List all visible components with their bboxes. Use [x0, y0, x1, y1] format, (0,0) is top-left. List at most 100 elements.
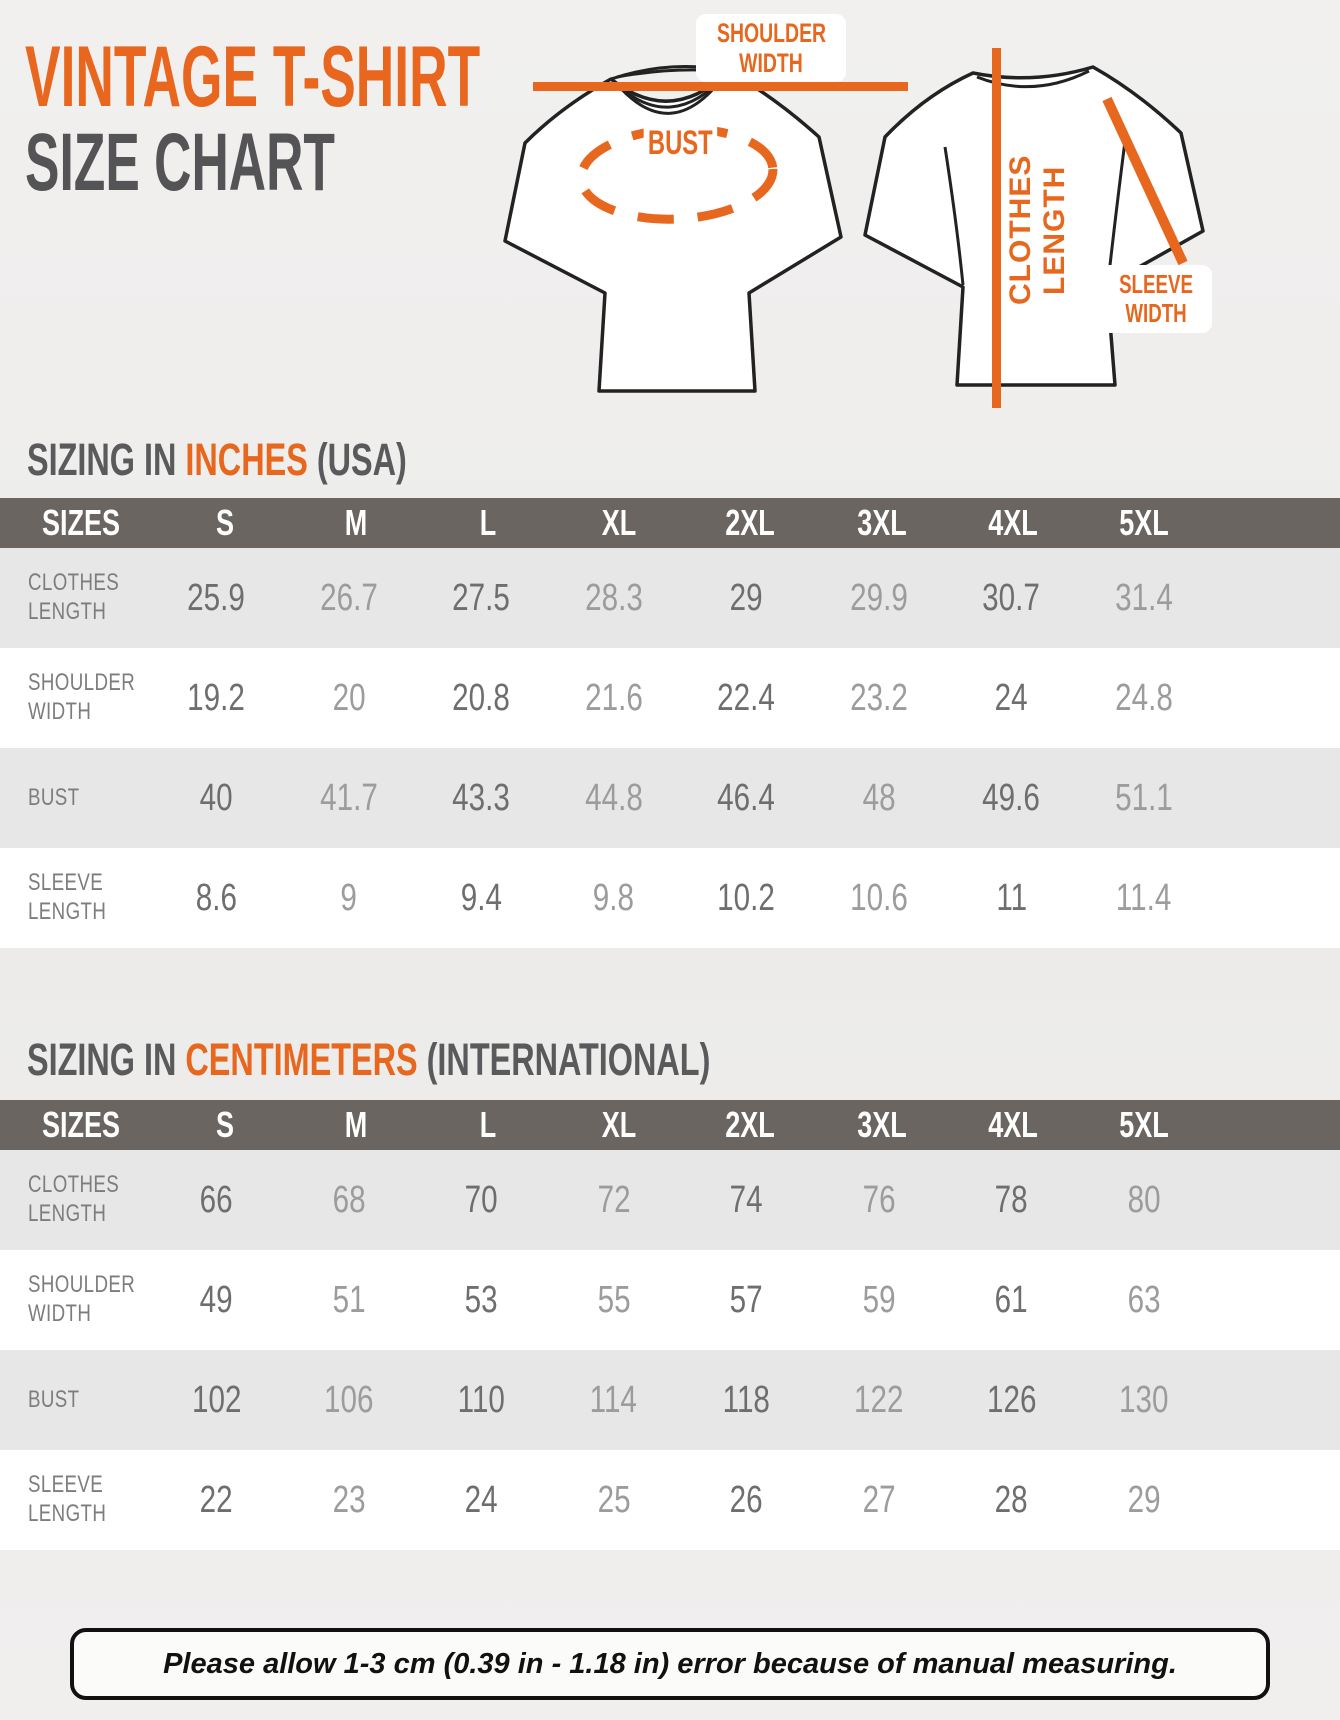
table-cell: 19.2 — [187, 676, 246, 719]
clothes-length-line — [992, 48, 1001, 408]
table-row-shoulder-width: SHOULDER WIDTH 19.2 20 20.8 21.6 22.4 23.2 24 24… — [0, 648, 1340, 748]
table-cell: 122 — [854, 1378, 904, 1421]
column-header-xl: XL — [601, 1104, 637, 1145]
table-cell: 74 — [729, 1178, 763, 1221]
row-label: CLOTHES LENGTH — [28, 569, 120, 625]
table-cell: 25.9 — [187, 576, 246, 619]
table-cell: 41.7 — [319, 776, 378, 819]
sleeve-width-line — [1102, 96, 1188, 266]
table-cell: 44.8 — [584, 776, 643, 819]
table-header-row: SIZES S M L XL 2XL 3XL 4XL 5XL — [0, 498, 1340, 548]
table-cell: 8.6 — [195, 876, 237, 919]
front-tshirt-outline — [503, 69, 843, 393]
back-tshirt-outline — [863, 65, 1205, 387]
table-row-sleeve-length: SLEEVE LENGTH 22 23 24 25 26 27 28 29 — [0, 1450, 1340, 1550]
table-cell: 40 — [199, 776, 233, 819]
table-cell: 24 — [994, 676, 1028, 719]
column-header-m: M — [345, 1104, 368, 1145]
table-row-clothes-length: CLOTHES LENGTH 25.9 26.7 27.5 28.3 29 29.9 30.7… — [0, 548, 1340, 648]
bust-label: BUST — [628, 124, 728, 163]
table-cell: 28.3 — [584, 576, 643, 619]
table-cell: 23 — [332, 1478, 366, 1521]
table-cell: 51.1 — [1114, 776, 1173, 819]
shoulder-width-label: SHOULDER WIDTH — [696, 14, 846, 82]
section-heading-centimeters: SIZING IN CENTIMETERS (INTERNATIONAL) — [27, 1034, 711, 1085]
table-cell: 31.4 — [1114, 576, 1173, 619]
table-cell: 118 — [722, 1378, 770, 1421]
table-cell: 80 — [1127, 1178, 1161, 1221]
row-label: SHOULDER WIDTH — [28, 1271, 136, 1327]
table-cell: 43.3 — [452, 776, 511, 819]
table-cell: 29 — [729, 576, 763, 619]
column-header-3xl: 3XL — [856, 502, 907, 543]
table-header-row: SIZES S M L XL 2XL 3XL 4XL 5XL — [0, 1100, 1340, 1150]
table-cell: 24.8 — [1114, 676, 1173, 719]
row-label: BUST — [28, 1385, 80, 1413]
table-cell: 21.6 — [584, 676, 643, 719]
table-cell: 27 — [862, 1478, 896, 1521]
column-header-5xl: 5XL — [1119, 502, 1170, 543]
page-subtitle: SIZE CHART — [25, 117, 335, 208]
column-header-s: S — [215, 502, 234, 543]
column-header-4xl: 4XL — [988, 502, 1038, 543]
page-title: VINTAGE T-SHIRT — [25, 29, 481, 125]
table-row-shoulder-width: SHOULDER WIDTH 49 51 53 55 57 59 61 63 — [0, 1250, 1340, 1350]
table-cell: 25 — [597, 1478, 631, 1521]
bust-ellipse — [576, 124, 778, 224]
row-label: SLEEVE LENGTH — [28, 869, 107, 925]
sleeve-width-label: SLEEVE WIDTH — [1100, 265, 1212, 333]
table-cell: 130 — [1119, 1378, 1169, 1421]
table-cell: 29 — [1127, 1478, 1161, 1521]
table-cell: 55 — [597, 1278, 631, 1321]
table-cell: 63 — [1127, 1278, 1161, 1321]
table-cell: 110 — [457, 1378, 505, 1421]
column-header-2xl: 2XL — [725, 502, 776, 543]
row-label: SLEEVE LENGTH — [28, 1471, 107, 1527]
table-cell: 26.7 — [319, 576, 378, 619]
table-cell: 76 — [862, 1178, 896, 1221]
table-cell: 78 — [994, 1178, 1028, 1221]
table-cell: 11.4 — [1115, 876, 1172, 919]
table-cell: 68 — [332, 1178, 366, 1221]
table-cell: 22 — [199, 1478, 233, 1521]
table-cell: 11 — [995, 876, 1027, 919]
table-cell: 70 — [464, 1178, 498, 1221]
measuring-error-note: Please allow 1-3 cm (0.39 in - 1.18 in) … — [70, 1628, 1270, 1700]
table-cell: 24 — [464, 1478, 498, 1521]
clothes-length-label: CLOTHES LENGTH — [1004, 154, 1071, 306]
table-cell: 61 — [994, 1278, 1028, 1321]
column-header-s: S — [215, 1104, 234, 1145]
tshirt-diagram — [503, 48, 1205, 408]
table-cell: 114 — [590, 1378, 638, 1421]
table-cell: 23.2 — [849, 676, 908, 719]
column-header-4xl: 4XL — [988, 1104, 1038, 1145]
table-cell: 9.4 — [460, 876, 502, 919]
table-cell: 46.4 — [717, 776, 776, 819]
table-cell: 48 — [862, 776, 896, 819]
table-cell: 66 — [199, 1178, 233, 1221]
table-row-bust: BUST 40 41.7 43.3 44.8 46.4 48 49.6 51.1 — [0, 748, 1340, 848]
table-cell: 72 — [597, 1178, 631, 1221]
table-cell: 30.7 — [982, 576, 1041, 619]
column-header-xl: XL — [601, 502, 637, 543]
table-cell: 20.8 — [452, 676, 511, 719]
column-header-l: L — [479, 502, 496, 543]
table-cell: 102 — [191, 1378, 241, 1421]
inches-table: SIZES S M L XL 2XL 3XL 4XL 5XL CLOTHES LENGTH 25.9… — [0, 498, 1340, 948]
table-cell: 53 — [464, 1278, 498, 1321]
column-header-2xl: 2XL — [725, 1104, 776, 1145]
column-header-5xl: 5XL — [1119, 1104, 1170, 1145]
table-cell: 28 — [994, 1478, 1028, 1521]
row-label: CLOTHES LENGTH — [28, 1171, 120, 1227]
table-cell: 126 — [986, 1378, 1036, 1421]
table-row-clothes-length: CLOTHES LENGTH 66 68 70 72 74 76 78 80 — [0, 1150, 1340, 1250]
shoulder-width-line — [533, 82, 908, 91]
table-cell: 9.8 — [593, 876, 635, 919]
table-cell: 10.2 — [717, 876, 776, 919]
centimeters-table: SIZES S M L XL 2XL 3XL 4XL 5XL CLOTHES LENGTH 66 68… — [0, 1100, 1340, 1550]
column-header-3xl: 3XL — [856, 1104, 907, 1145]
table-cell: 27.5 — [452, 576, 511, 619]
table-cell: 57 — [729, 1278, 763, 1321]
row-label: BUST — [28, 783, 80, 811]
